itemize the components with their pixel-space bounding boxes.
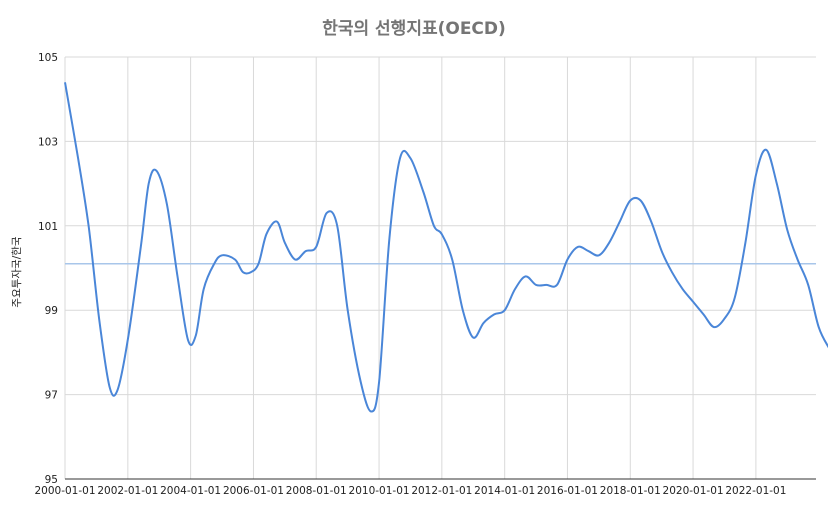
x-tick-label: 2022-01-01 [725, 485, 786, 497]
x-tick-label: 2006-01-01 [223, 485, 284, 497]
x-tick-label: 2002-01-01 [97, 485, 158, 497]
x-tick-label: 2016-01-01 [537, 485, 598, 497]
y-tick-label: 95 [45, 474, 58, 486]
x-tick-label: 2018-01-01 [600, 485, 661, 497]
y-tick-label: 105 [38, 52, 58, 64]
x-tick-label: 2008-01-01 [286, 485, 347, 497]
x-tick-label: 2010-01-01 [349, 485, 410, 497]
y-axis-label: 주요투자국/한국 [11, 236, 23, 307]
tick-labels: 95 97 99 101 103 105 2000-01-01 2002-01-01 2004-… [34, 52, 786, 497]
chart-title: 한국의 선행지표(OECD) [322, 19, 506, 39]
x-tick-label: 2020-01-01 [663, 485, 724, 497]
x-tick-label: 2014-01-01 [474, 485, 535, 497]
series-line [64, 82, 828, 413]
x-tick-label: 2012-01-01 [411, 485, 472, 497]
x-tick-label: 2004-01-01 [160, 485, 221, 497]
y-tick-label: 97 [45, 390, 58, 402]
x-tick-label: 2000-01-01 [34, 485, 95, 497]
y-tick-label: 101 [38, 221, 58, 233]
grid-lines [64, 56, 816, 480]
series-layer [64, 82, 828, 413]
y-tick-label: 103 [38, 136, 58, 148]
y-tick-label: 99 [45, 305, 58, 317]
